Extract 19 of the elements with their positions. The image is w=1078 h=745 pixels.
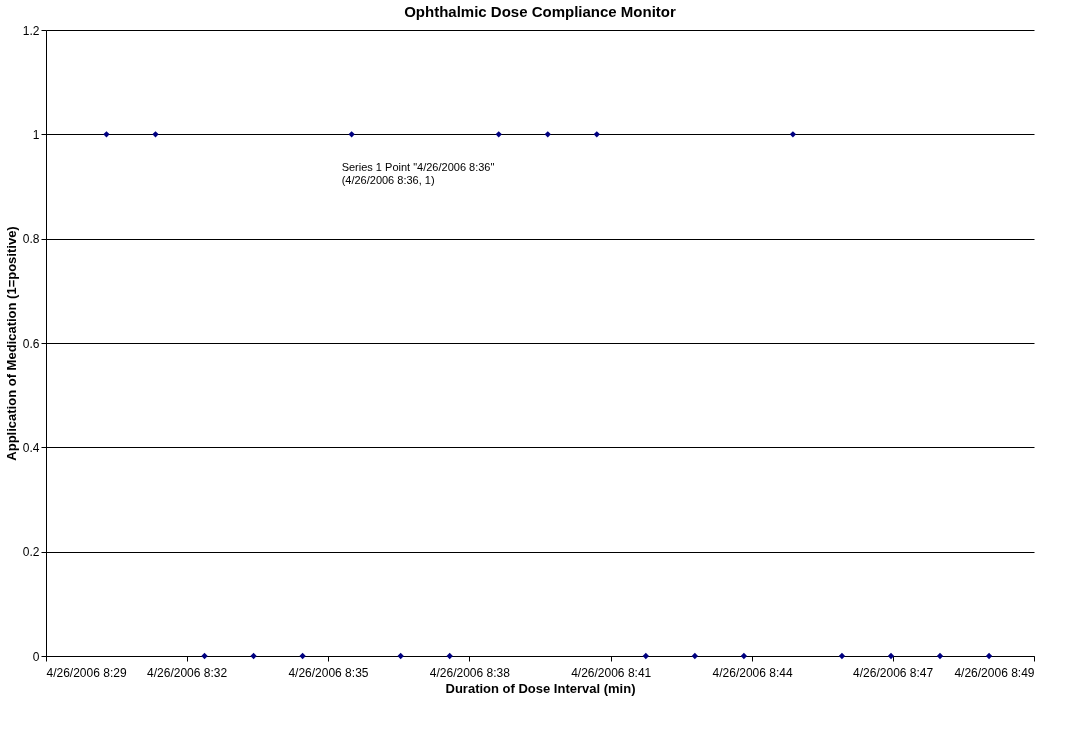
chart-title: Ophthalmic Dose Compliance Monitor bbox=[404, 3, 676, 20]
x-tick-label: 4/26/2006 8:35 bbox=[288, 665, 369, 680]
x-tick-label: 4/26/2006 8:47 bbox=[853, 665, 934, 680]
y-tick-label: 1 bbox=[32, 127, 40, 142]
x-tick-label: 4/26/2006 8:49 bbox=[954, 665, 1035, 680]
y-tick-label: 0.6 bbox=[22, 336, 40, 351]
y-tick-label: 0.8 bbox=[22, 232, 40, 247]
y-tick-label: 0.2 bbox=[22, 545, 40, 560]
x-tick-label: 4/26/2006 8:38 bbox=[429, 665, 511, 680]
annotation: Series 1 Point "4/26/2006 8:36" (4/26/2006 8:36, 1) bbox=[341, 161, 495, 187]
x-tick-label: 4/26/2006 8:44 bbox=[712, 665, 793, 680]
y-axis-title: Application of Medication (1=positive) bbox=[3, 226, 19, 461]
y-tick-label: 0 bbox=[32, 649, 40, 664]
x-tick-label: 4/26/2006 8:41 bbox=[571, 665, 652, 680]
x-axis-title: Duration of Dose Interval (min) bbox=[445, 680, 636, 696]
x-tick-label: 4/26/2006 8:32 bbox=[147, 665, 228, 680]
y-tick-label: 0.4 bbox=[22, 440, 40, 455]
x-tick-label: 4/26/2006 8:29 bbox=[46, 665, 127, 680]
y-tick-label: 1.2 bbox=[22, 23, 40, 38]
